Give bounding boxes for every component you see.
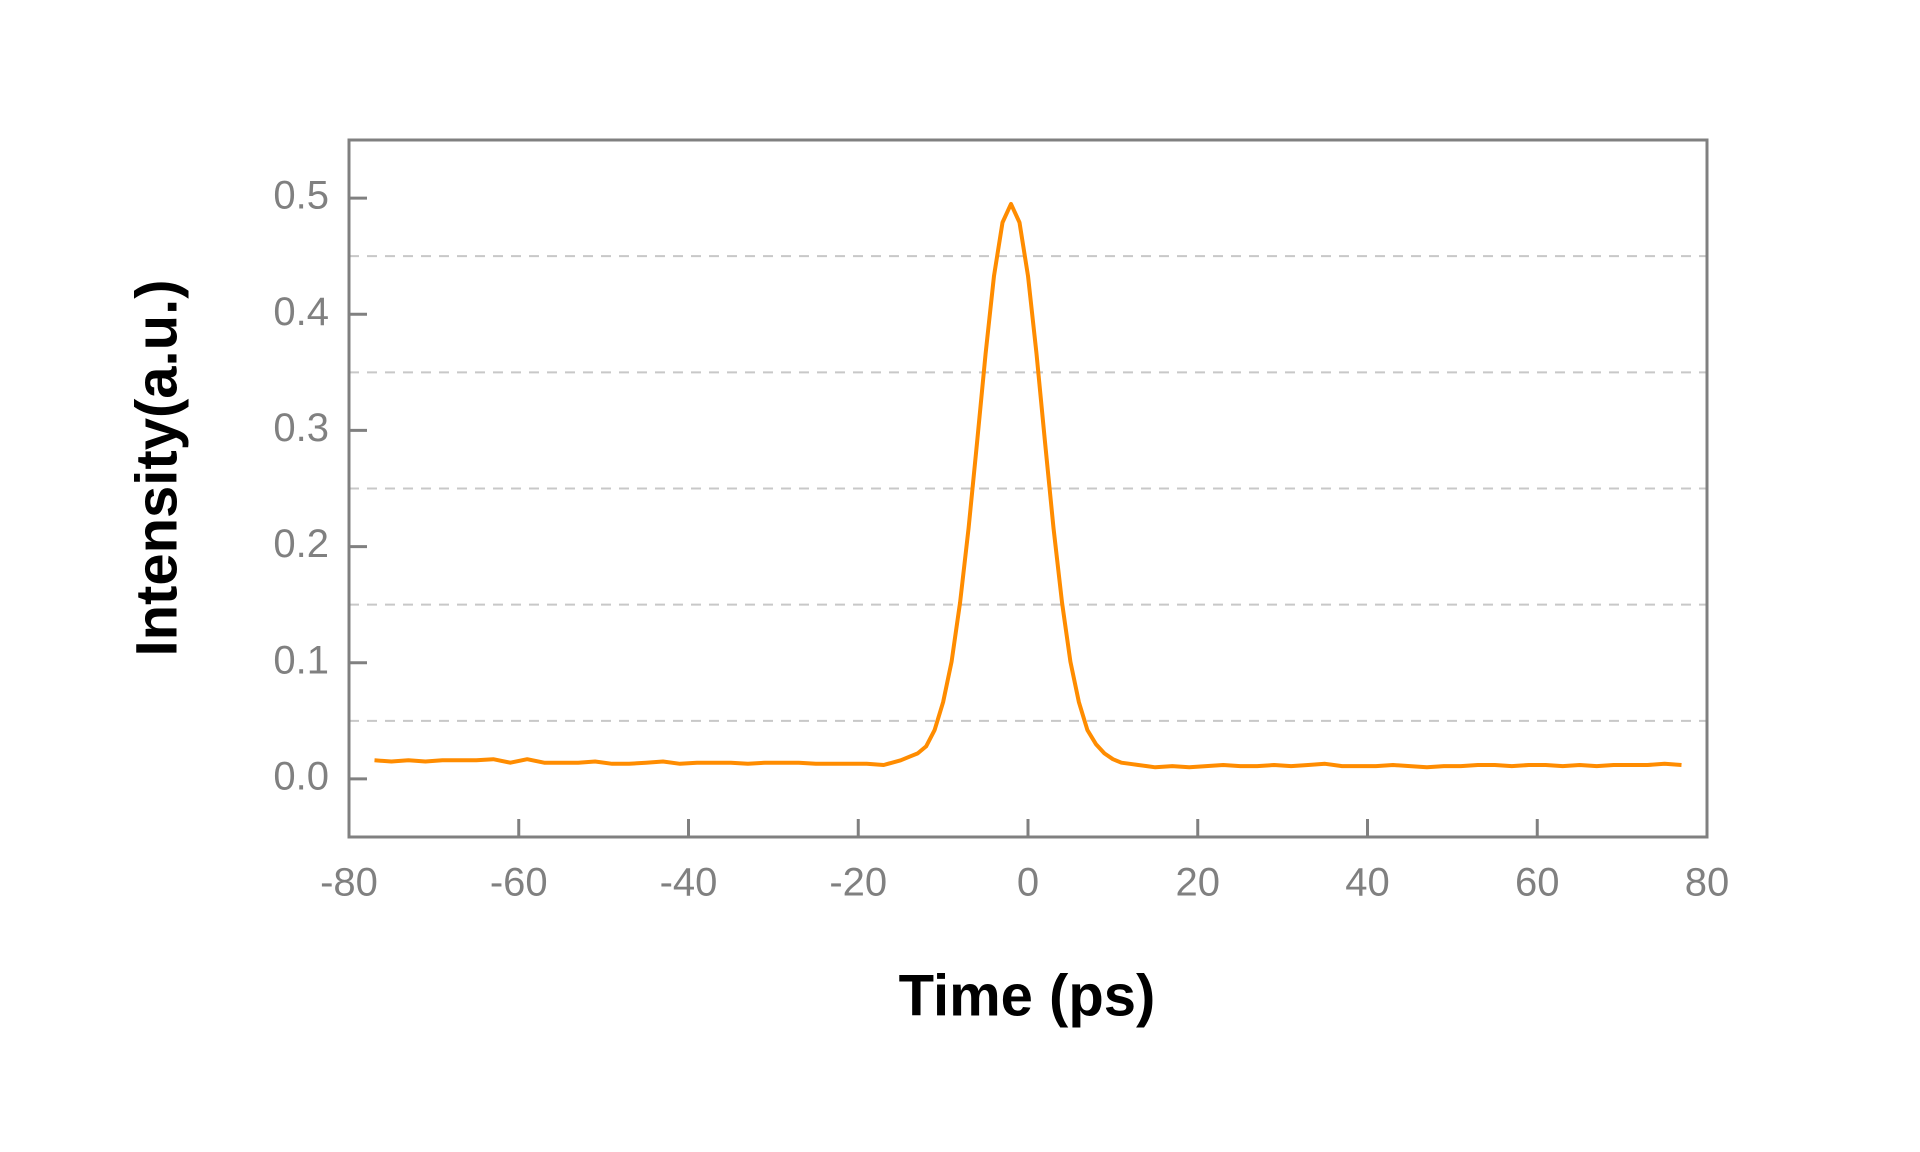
- x-tick-label: -80: [320, 861, 378, 905]
- y-tick-label: 0.0: [273, 754, 329, 798]
- y-tick-label: 0.4: [273, 290, 329, 334]
- y-tick-label: 0.1: [273, 638, 329, 682]
- x-tick-label: -40: [660, 861, 718, 905]
- y-tick-label: 0.3: [273, 406, 329, 450]
- x-tick-label: -20: [829, 861, 887, 905]
- y-axis-title: Intensity(a.u.): [124, 279, 189, 656]
- x-tick-label: 0: [1017, 861, 1039, 905]
- x-tick-label: 40: [1345, 861, 1390, 905]
- plot-frame: [347, 138, 1709, 839]
- x-axis-title: Time (ps): [899, 963, 1156, 1028]
- y-tick-label: 0.5: [273, 174, 329, 218]
- y-tick-label: 0.2: [273, 522, 329, 566]
- data-line: [374, 201, 1682, 770]
- x-tick-label: 20: [1176, 861, 1221, 905]
- x-tick-label: 60: [1515, 861, 1560, 905]
- x-tick-label: 80: [1685, 861, 1730, 905]
- x-tick-label: -60: [490, 861, 548, 905]
